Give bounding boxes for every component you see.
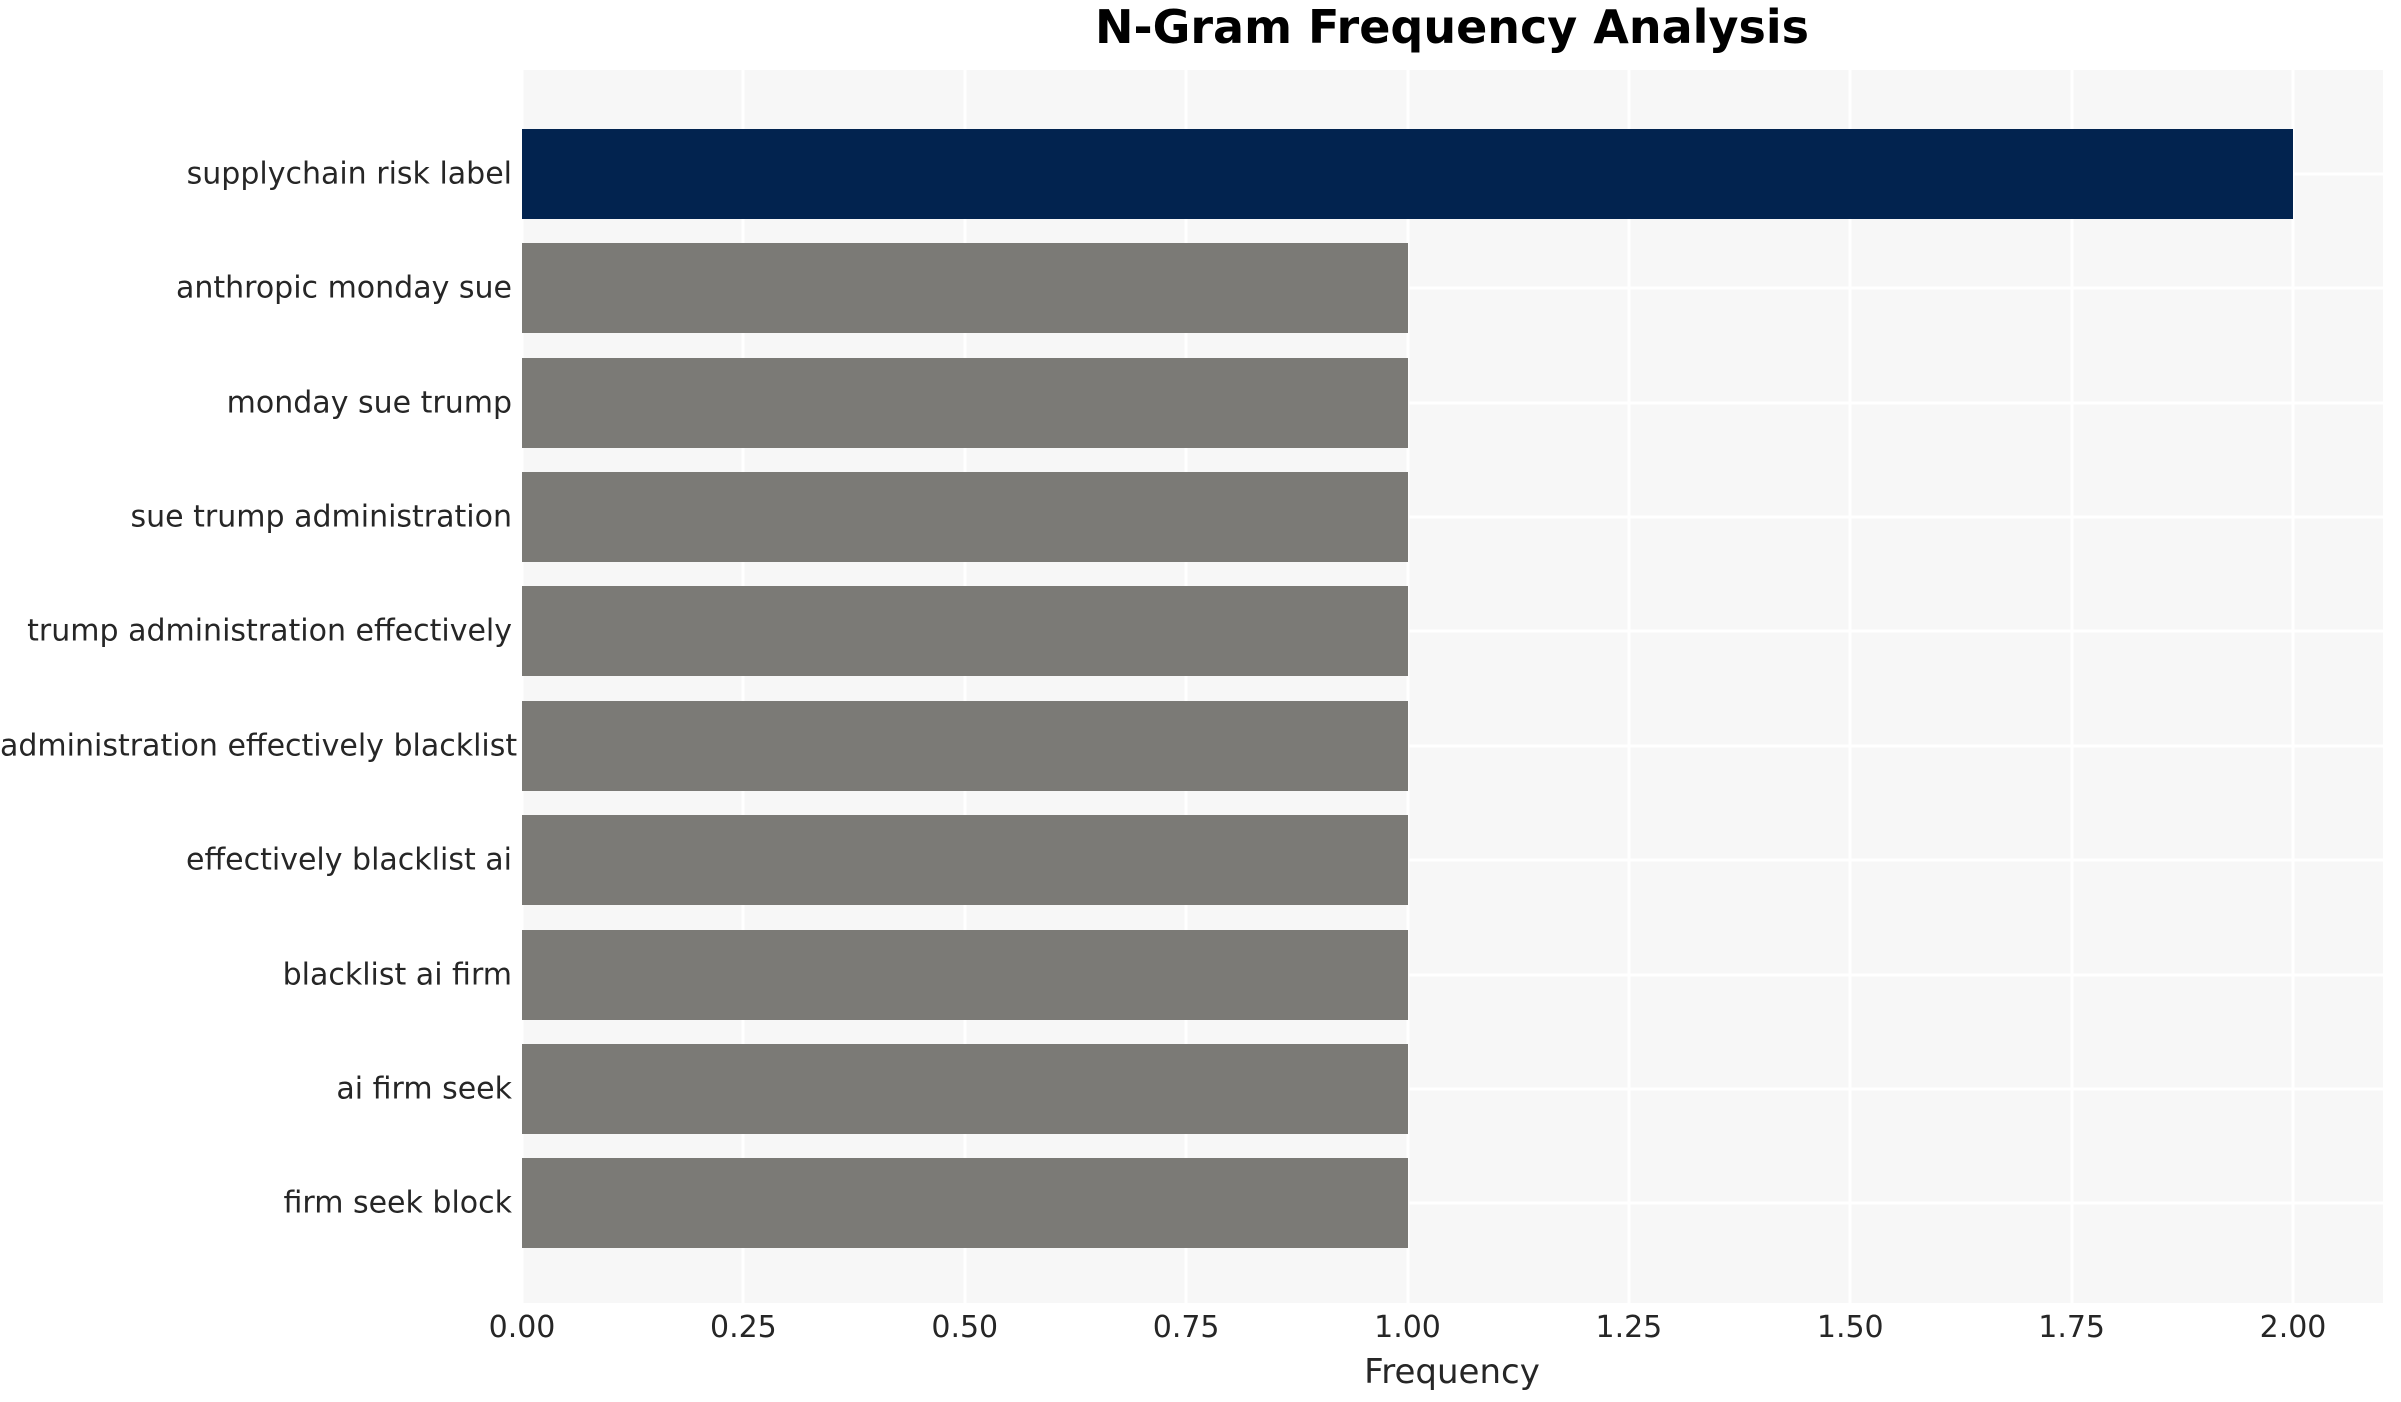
h-gridline bbox=[522, 286, 2383, 290]
x-tick-label: 1.75 bbox=[2038, 1310, 2106, 1345]
y-tick-label: ai firm seek bbox=[336, 1071, 512, 1107]
y-tick-label: supplychain risk label bbox=[186, 156, 512, 192]
x-tick-label: 1.25 bbox=[1595, 1310, 1663, 1345]
v-gridline bbox=[520, 70, 524, 1303]
h-gridline bbox=[522, 1201, 2383, 1205]
bar bbox=[522, 357, 1408, 448]
y-tick-label: monday sue trump bbox=[226, 385, 512, 421]
plot-area bbox=[520, 70, 2383, 1303]
h-gridline bbox=[522, 744, 2383, 748]
chart-title: N-Gram Frequency Analysis bbox=[1095, 0, 1809, 54]
y-tick-label: effectively blacklist ai bbox=[186, 842, 512, 878]
x-tick-label: 1.50 bbox=[1816, 1310, 1884, 1345]
h-gridline bbox=[522, 973, 2383, 977]
v-gridline bbox=[1184, 70, 1188, 1303]
v-gridline bbox=[1406, 70, 1409, 1303]
bar bbox=[522, 1158, 1408, 1249]
y-tick-label: blacklist ai firm bbox=[282, 957, 512, 993]
x-tick-label: 0.50 bbox=[931, 1310, 999, 1345]
h-gridline bbox=[522, 515, 2383, 519]
y-tick-label: trump administration effectively bbox=[27, 613, 512, 649]
bar bbox=[522, 586, 1408, 677]
h-gridline bbox=[522, 629, 2383, 633]
bar bbox=[522, 1043, 1408, 1134]
x-tick-label: 0.25 bbox=[709, 1310, 777, 1345]
v-gridline bbox=[2291, 70, 2295, 1303]
x-tick-label: 0.75 bbox=[1152, 1310, 1220, 1345]
bar bbox=[522, 700, 1408, 791]
x-axis-label: Frequency bbox=[1364, 1352, 1540, 1392]
v-gridline bbox=[963, 70, 967, 1303]
x-tick-label: 1.00 bbox=[1374, 1310, 1441, 1345]
x-tick-label: 0.00 bbox=[488, 1310, 556, 1345]
x-tick-label: 2.00 bbox=[2259, 1310, 2327, 1345]
h-gridline bbox=[522, 1087, 2383, 1091]
bar bbox=[522, 129, 2293, 219]
v-gridline bbox=[1848, 70, 1852, 1303]
bar bbox=[522, 243, 1408, 334]
bar bbox=[522, 815, 1408, 906]
bar bbox=[522, 472, 1408, 563]
v-gridline bbox=[741, 70, 745, 1303]
h-gridline bbox=[522, 858, 2383, 862]
v-gridline bbox=[1627, 70, 1631, 1303]
y-tick-label: firm seek block bbox=[283, 1185, 512, 1221]
y-tick-label: administration effectively blacklist bbox=[0, 728, 518, 764]
v-gridline bbox=[2070, 70, 2074, 1303]
y-tick-label: sue trump administration bbox=[130, 499, 512, 535]
h-gridline bbox=[522, 401, 2383, 405]
y-tick-label: anthropic monday sue bbox=[175, 270, 512, 306]
bar bbox=[522, 929, 1408, 1020]
